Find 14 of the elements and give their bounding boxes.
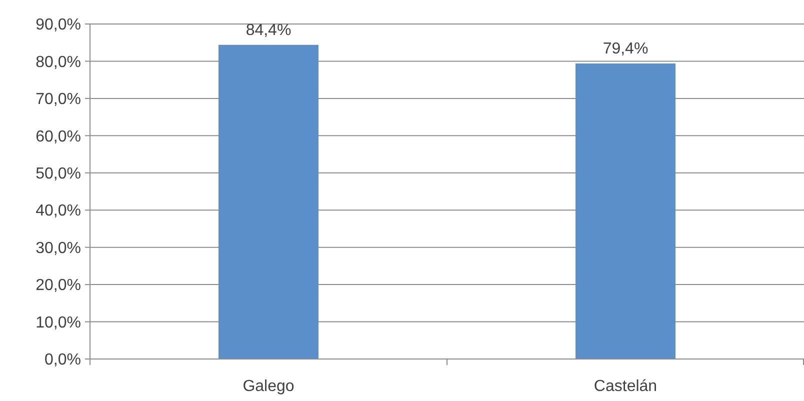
y-tick-label: 0,0% bbox=[44, 352, 81, 369]
y-tick-label: 60,0% bbox=[36, 128, 81, 146]
x-tick-label: Castelán bbox=[594, 378, 658, 395]
data-label: 84,4% bbox=[246, 22, 292, 39]
y-tick-label: 90,0% bbox=[36, 16, 81, 34]
y-tick-label: 50,0% bbox=[36, 165, 81, 182]
y-tick-label: 40,0% bbox=[36, 202, 81, 220]
y-tick-label: 20,0% bbox=[36, 277, 81, 294]
y-tick-label: 70,0% bbox=[36, 91, 81, 108]
data-label: 79,4% bbox=[602, 40, 648, 58]
y-tick-label: 10,0% bbox=[36, 314, 81, 332]
y-tick-label: 30,0% bbox=[36, 240, 81, 257]
x-tick-label: Galego bbox=[242, 378, 294, 395]
y-tick-label: 80,0% bbox=[36, 54, 81, 71]
